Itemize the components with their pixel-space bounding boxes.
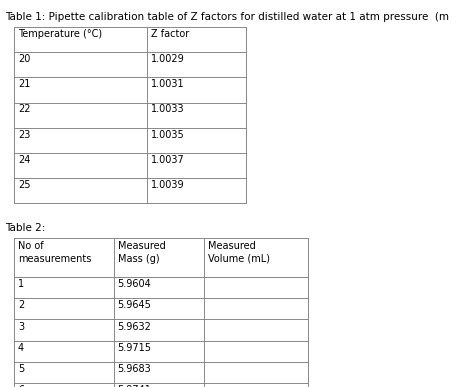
- Text: 6: 6: [18, 385, 24, 387]
- Text: 22: 22: [18, 104, 30, 115]
- Text: Temperature (°C): Temperature (°C): [18, 29, 102, 39]
- Text: 5: 5: [18, 364, 24, 374]
- Text: No of
measurements: No of measurements: [18, 241, 91, 264]
- Text: 25: 25: [18, 180, 30, 190]
- Text: 1: 1: [18, 279, 24, 289]
- Text: 24: 24: [18, 155, 30, 165]
- Text: Table 2:: Table 2:: [5, 223, 45, 233]
- Text: 20: 20: [18, 54, 30, 64]
- Text: Measured
Volume (mL): Measured Volume (mL): [208, 241, 270, 264]
- Text: 5.9741: 5.9741: [118, 385, 151, 387]
- Text: 5.9683: 5.9683: [118, 364, 151, 374]
- Text: 1.0039: 1.0039: [151, 180, 184, 190]
- Text: 5.9632: 5.9632: [118, 322, 151, 332]
- Text: 23: 23: [18, 130, 30, 140]
- Text: 1.0037: 1.0037: [151, 155, 184, 165]
- Text: 21: 21: [18, 79, 30, 89]
- Text: Table 1: Pipette calibration table of Z factors for distilled water at 1 atm pre: Table 1: Pipette calibration table of Z …: [5, 12, 449, 22]
- Text: 2: 2: [18, 300, 24, 310]
- Text: 5.9645: 5.9645: [118, 300, 151, 310]
- Text: Measured
Mass (g): Measured Mass (g): [118, 241, 165, 264]
- Text: 1.0029: 1.0029: [151, 54, 184, 64]
- Text: 4: 4: [18, 343, 24, 353]
- Text: 1.0035: 1.0035: [151, 130, 184, 140]
- Text: 3: 3: [18, 322, 24, 332]
- Text: 5.9715: 5.9715: [118, 343, 152, 353]
- Text: 1.0031: 1.0031: [151, 79, 184, 89]
- Text: 5.9604: 5.9604: [118, 279, 151, 289]
- Text: Z factor: Z factor: [151, 29, 189, 39]
- Text: 1.0033: 1.0033: [151, 104, 184, 115]
